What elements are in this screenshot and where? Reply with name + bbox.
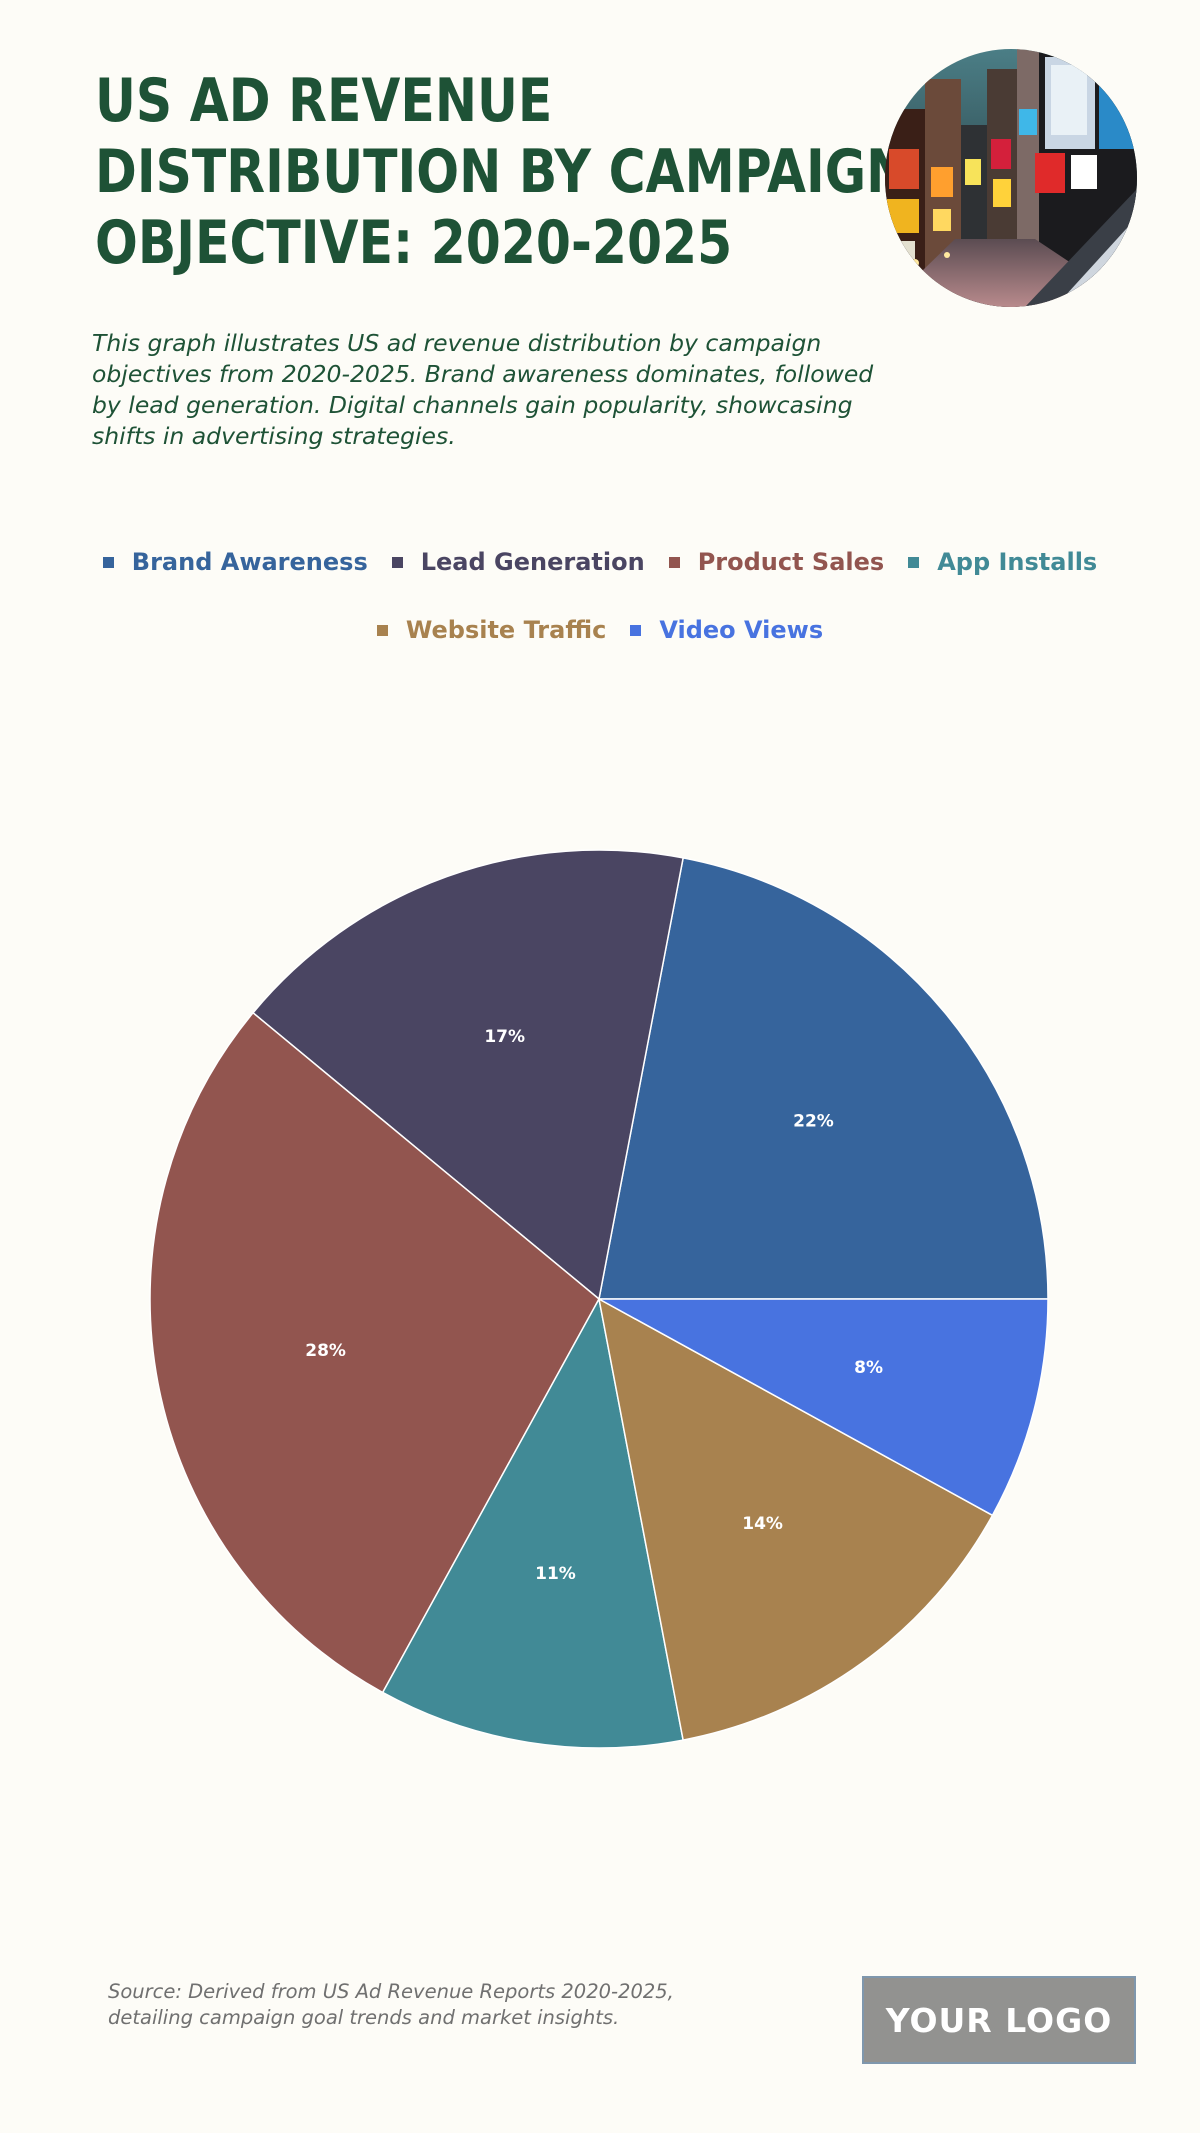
legend-label: Product Sales — [697, 548, 885, 576]
pie-label-brand-awareness: 22% — [793, 1112, 834, 1132]
chart-legend: Brand Awareness Lead Generation Product … — [0, 540, 1200, 676]
pie-label-video-views: 8% — [854, 1358, 883, 1378]
pie-slice-brand-awareness[interactable] — [598, 857, 1049, 1300]
legend-row: Website Traffic Video Views — [0, 608, 1200, 652]
city-street-photo — [885, 49, 1137, 307]
pie-slice-app-installs[interactable] — [381, 1296, 685, 1749]
legend-item-product-sales[interactable]: Product Sales — [668, 548, 885, 576]
legend-label: Video Views — [659, 616, 824, 644]
pie-label-lead-generation: 17% — [484, 1027, 525, 1047]
chart-description: This graph illustrates US ad revenue dis… — [92, 329, 874, 450]
title-line: US AD REVENUE — [95, 66, 553, 136]
legend-label: Brand Awareness — [131, 548, 368, 576]
legend-row: Brand Awareness Lead Generation Product … — [0, 540, 1200, 584]
legend-label: Website Traffic — [405, 616, 607, 644]
legend-item-brand-awareness[interactable]: Brand Awareness — [102, 548, 368, 576]
pie-chart-svg: 22% 17% 28% 11% 14% 8% — [149, 849, 1049, 1749]
title-line: DISTRIBUTION BY CAMPAIGN — [95, 137, 909, 207]
legend-swatch — [391, 556, 403, 568]
source-note: Source: Derived from US Ad Revenue Repor… — [108, 1980, 674, 2029]
pie-label-product-sales: 28% — [305, 1341, 346, 1361]
pie-slice-website-traffic[interactable] — [597, 1297, 994, 1741]
legend-item-lead-generation[interactable]: Lead Generation — [391, 548, 645, 576]
legend-label: Lead Generation — [420, 548, 645, 576]
legend-swatch — [102, 556, 114, 568]
legend-swatch — [908, 556, 920, 568]
legend-item-video-views[interactable]: Video Views — [630, 616, 823, 644]
legend-item-app-installs[interactable]: App Installs — [908, 548, 1097, 576]
pie-chart: 22% 17% 28% 11% 14% 8% — [0, 800, 1200, 1800]
legend-label: App Installs — [937, 548, 1098, 576]
pie-slice-video-views[interactable] — [598, 1298, 1049, 1517]
page-title: US AD REVENUE DISTRIBUTION BY CAMPAIGN O… — [95, 66, 909, 279]
logo-placeholder: YOUR LOGO — [862, 1976, 1136, 2064]
legend-item-website-traffic[interactable]: Website Traffic — [376, 616, 607, 644]
legend-swatch — [668, 556, 680, 568]
legend-swatch — [630, 624, 642, 636]
title-line: OBJECTIVE: 2020-2025 — [95, 208, 733, 278]
pie-slice-product-sales[interactable] — [149, 1011, 600, 1694]
pie-slice-lead-generation[interactable] — [251, 849, 685, 1301]
pie-label-app-installs: 11% — [535, 1564, 576, 1584]
pie-label-website-traffic: 14% — [742, 1514, 783, 1534]
legend-swatch — [376, 624, 388, 636]
